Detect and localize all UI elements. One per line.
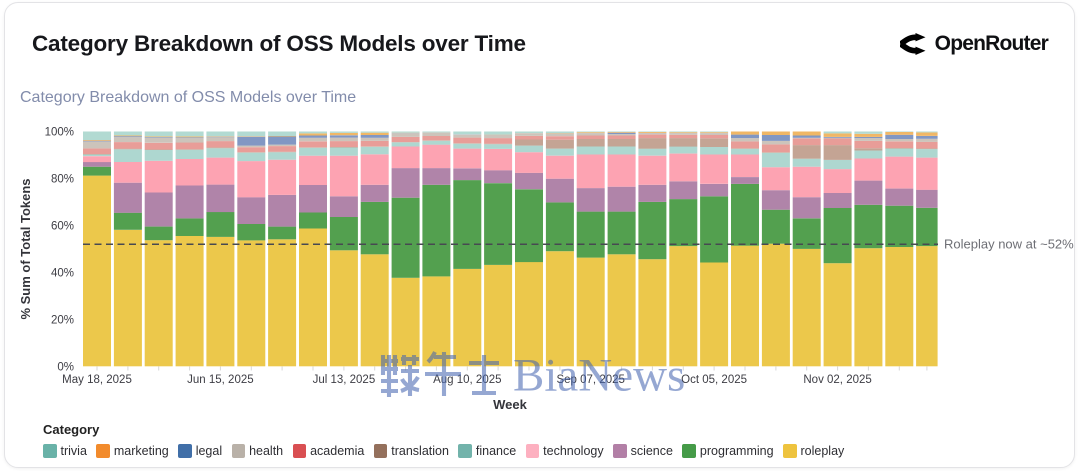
svg-text:BiaNews: BiaNews [513, 350, 685, 402]
svg-text:Jun 15, 2025: Jun 15, 2025 [187, 374, 254, 386]
svg-text:0%: 0% [57, 362, 74, 374]
svg-text:May 18, 2025: May 18, 2025 [62, 374, 132, 386]
svg-text:Sep 07, 2025: Sep 07, 2025 [556, 374, 624, 386]
svg-text:% Sum of Total Tokens: % Sum of Total Tokens [18, 178, 33, 319]
svg-text:40%: 40% [51, 268, 74, 280]
svg-text:Oct 05, 2025: Oct 05, 2025 [681, 374, 747, 386]
svg-text:Jul 13, 2025: Jul 13, 2025 [313, 374, 376, 386]
svg-text:20%: 20% [51, 315, 74, 327]
svg-text:Roleplay now at ~52%: Roleplay now at ~52% [944, 237, 1074, 252]
svg-text:Nov 02, 2025: Nov 02, 2025 [803, 374, 871, 386]
svg-text:100%: 100% [45, 127, 74, 139]
svg-text:60%: 60% [51, 221, 74, 233]
svg-text:80%: 80% [51, 174, 74, 186]
svg-text:Week: Week [493, 397, 527, 412]
